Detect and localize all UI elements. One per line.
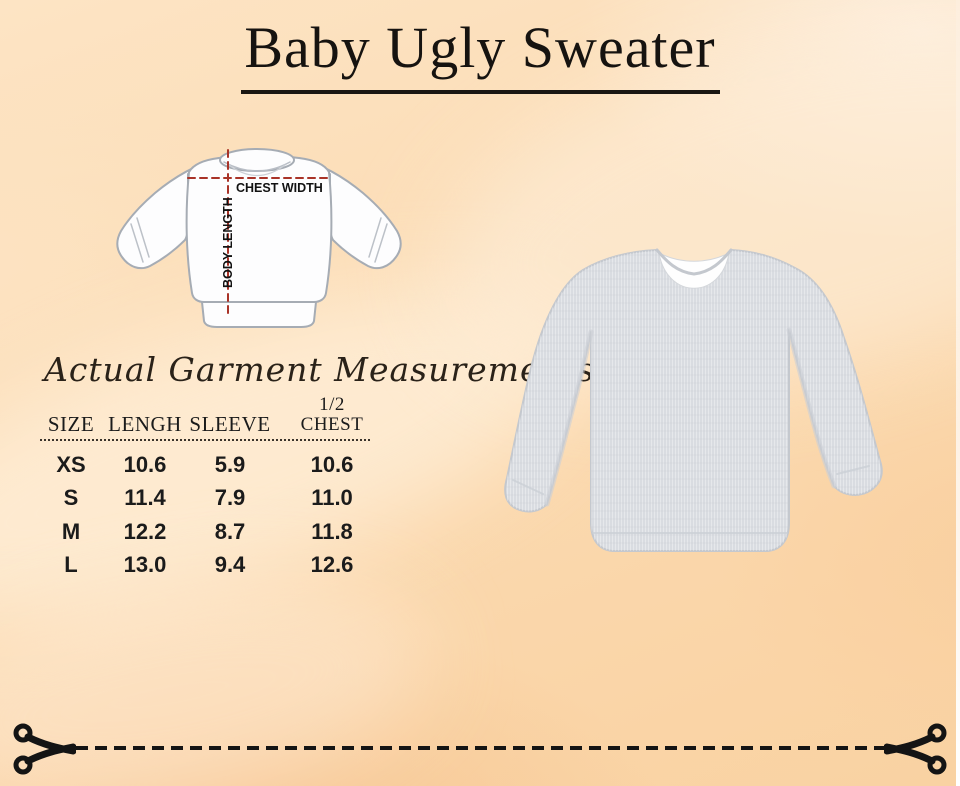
diagram-body	[185, 154, 333, 303]
col-header-sleeve: SLEEVE	[189, 412, 271, 436]
half-chest-line2: CHEST	[300, 414, 364, 436]
table-body: XS 10.6 5.9 10.6 S 11.4 7.9 11.0 M 12.2 …	[40, 441, 392, 582]
diagram-sleeve	[116, 157, 220, 270]
cell-half-chest: 11.8	[311, 518, 353, 544]
cell-size: M	[61, 518, 81, 544]
cell-half-chest: 10.6	[310, 451, 354, 477]
scissors-icon	[13, 723, 76, 775]
page-title: Baby Ugly Sweater	[244, 15, 716, 80]
cell-size: S	[63, 485, 79, 511]
size-chart-table: SIZE LENGH SLEEVE 1/2 CHEST XS 10.6 5.9 …	[40, 394, 392, 582]
knit-sweater-product-image	[504, 248, 883, 552]
diagram-hem-band	[201, 301, 317, 328]
col-header-length: LENGH	[108, 412, 182, 436]
body-length-label: BODY LENGTH	[221, 197, 235, 288]
cell-size: XS	[56, 451, 86, 477]
cut-dashed-line	[76, 746, 884, 750]
cell-length: 13.0	[123, 552, 167, 578]
half-chest-line1: 1/2	[319, 394, 345, 416]
cell-size: L	[64, 552, 78, 578]
sweater-neck-opening	[658, 252, 730, 289]
title-underline	[241, 90, 720, 94]
table-header-row: SIZE LENGH SLEEVE 1/2 CHEST	[40, 394, 392, 435]
right-edge-strip	[956, 0, 960, 786]
col-header-half-chest: 1/2 CHEST	[272, 395, 392, 435]
diagram-collar	[219, 148, 295, 172]
table-separator	[40, 439, 370, 441]
sweater-measurement-diagram: CHEST WIDTH BODY LENGTH	[116, 148, 402, 328]
cell-length: 12.2	[123, 518, 167, 544]
col-header-size: SIZE	[47, 412, 95, 436]
cell-sleeve: 9.4	[214, 552, 246, 578]
table-row: M 12.2 8.7 11.8	[40, 515, 392, 549]
table-row: XS 10.6 5.9 10.6	[40, 448, 392, 482]
table-row: L 13.0 9.4 12.6	[40, 549, 392, 583]
chest-width-label: CHEST WIDTH	[236, 181, 323, 195]
cell-half-chest: 12.6	[310, 552, 354, 578]
table-row: S 11.4 7.9 11.0	[40, 482, 392, 516]
cell-sleeve: 8.7	[214, 518, 246, 544]
cell-length: 11.4	[124, 485, 166, 511]
cell-sleeve: 5.9	[214, 451, 246, 477]
cell-length: 10.6	[123, 451, 167, 477]
measurements-heading: Actual Garment Measurements	[44, 350, 595, 389]
cell-sleeve: 7.9	[214, 485, 246, 511]
cell-half-chest: 11.0	[311, 485, 353, 511]
scissors-icon	[884, 723, 947, 775]
